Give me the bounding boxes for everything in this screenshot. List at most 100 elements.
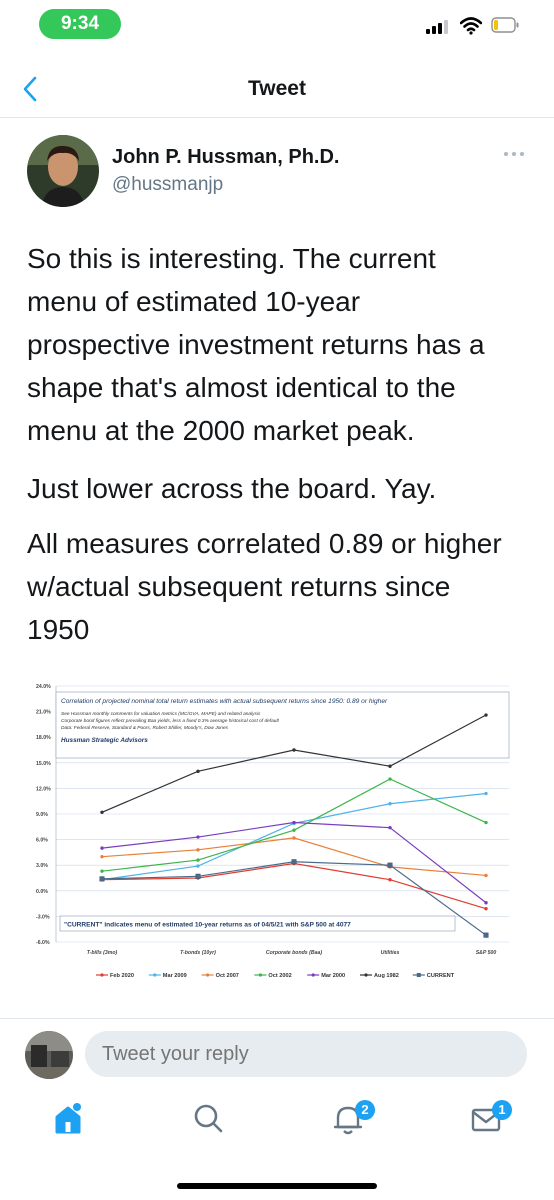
x-tick-label: T-bonds (10yr) [180,950,216,956]
author-name[interactable]: John P. Hussman, Ph.D. [112,146,340,168]
data-point [484,713,488,717]
tweet-line: All measures correlated 0.89 or higher [27,528,502,559]
cellular-signal-icon [426,18,450,34]
status-time: 9:34 [39,9,121,39]
legend-label: Mar 2009 [163,973,187,979]
y-tick-label: 9.0% [36,812,48,818]
reply-divider [0,1018,554,1019]
tweet-paragraph-3: All measures correlated 0.89 or higher w… [27,522,537,651]
data-point [388,825,392,830]
data-point [484,820,488,825]
data-point [388,764,392,768]
chart-note: Data: Federal Reserve, Standard & Poors,… [61,725,229,731]
tweet-paragraph-1: So this is interesting. The current menu… [27,237,537,452]
tweet-line: Just lower across the board. Yay. [27,473,437,504]
reply-input[interactable] [85,1031,527,1077]
legend-label: Feb 2020 [110,973,134,979]
y-tick-label: 0.0% [36,889,48,895]
data-point [387,862,393,868]
y-tick-label: 24.0% [36,684,51,690]
line-chart: 24.0% 21.0% 18.0% 15.0% 12.0% 9.0% 6.0% 3.0% 0.0… [34,678,521,988]
tweet-line: shape that's almost identical to the [27,372,456,403]
data-point [100,869,104,873]
chart-brand: Hussman Strategic Advisors [61,737,148,744]
data-point [388,802,392,806]
y-tick-label: 21.0% [36,710,51,716]
legend-marker [416,973,421,977]
tweet-line: prospective investment returns has a [27,329,485,360]
x-tick-label: S&P 500 [476,950,497,956]
more-options-icon[interactable] [503,150,525,158]
wifi-icon [460,17,482,35]
legend-marker [153,973,157,977]
data-point [100,854,104,859]
data-point [99,876,105,882]
chart-note: See Hussman monthly comments for valuati… [61,711,261,717]
y-tick-label: -3.0% [36,914,50,920]
data-point [292,836,296,840]
legend-marker [258,973,262,977]
tweet-image-chart[interactable]: 24.0% 21.0% 18.0% 15.0% 12.0% 9.0% 6.0% 3.0% 0.0… [34,678,521,988]
data-point [196,769,200,774]
tweet-line: So this is interesting. The current [27,243,436,274]
data-point [291,859,297,865]
home-indicator [177,1183,377,1189]
search-icon[interactable] [191,1100,225,1136]
data-point [196,835,200,839]
y-tick-label: 12.0% [36,786,51,792]
data-point [484,873,488,878]
legend-label: CURRENT [427,973,455,979]
data-point [100,810,104,814]
legend-marker [364,973,368,977]
legend-label: Mar 2000 [321,973,345,979]
tweet-line: menu of estimated 10-year [27,286,361,317]
data-point [483,932,489,938]
chart-title: Correlation of projected nominal total r… [61,698,388,705]
x-tick-label: Corporate bonds (Baa) [266,950,322,956]
data-point [292,820,296,825]
legend-label: Oct 2002 [268,973,291,979]
data-point [196,858,200,862]
nav-divider [0,117,554,118]
home-icon[interactable] [51,1100,85,1136]
chart-annotation-box [59,915,456,932]
data-point [484,901,488,905]
data-point [484,791,488,796]
legend-label: Aug 1982 [374,973,399,979]
chart-annotation: "CURRENT" indicates menu of estimated 10… [64,922,351,929]
tweet-line: w/actual subsequent returns since [27,571,451,602]
data-point [484,907,488,911]
back-chevron-icon[interactable] [20,74,44,104]
author-avatar[interactable] [27,135,99,207]
tweet-paragraph-2: Just lower across the board. Yay. [27,467,537,510]
legend-marker [311,973,315,977]
y-tick-label: 6.0% [36,838,48,844]
legend-label: Oct 2007 [216,973,239,979]
data-point [292,828,296,832]
y-tick-label: 15.0% [36,761,51,767]
x-tick-label: Utilities [381,950,400,956]
tweet-line: menu at the 2000 market peak. [27,415,415,446]
y-tick-label: 3.0% [36,863,48,869]
data-point [195,873,201,879]
notifications-badge: 2 [355,1100,375,1120]
author-handle[interactable]: @hussmanjp [112,174,224,195]
page-title: Tweet [248,77,306,100]
battery-icon [491,17,519,33]
chart-note: Corporate bond figures reflect prevailin… [61,718,280,724]
chart-title-box [55,691,510,759]
tweet-line: 1950 [27,614,90,645]
data-point [292,748,296,752]
data-point [388,777,392,781]
legend-marker [100,973,104,977]
data-point [388,878,392,882]
legend-marker [206,973,210,977]
data-point [196,864,200,868]
messages-badge: 1 [492,1100,512,1120]
y-tick-label: -6.0% [36,940,50,946]
y-tick-label: 18.0% [36,735,51,741]
data-point [196,848,200,852]
data-point [100,846,104,850]
x-tick-label: T-bills (3mo) [87,950,118,956]
user-avatar[interactable] [25,1031,73,1079]
